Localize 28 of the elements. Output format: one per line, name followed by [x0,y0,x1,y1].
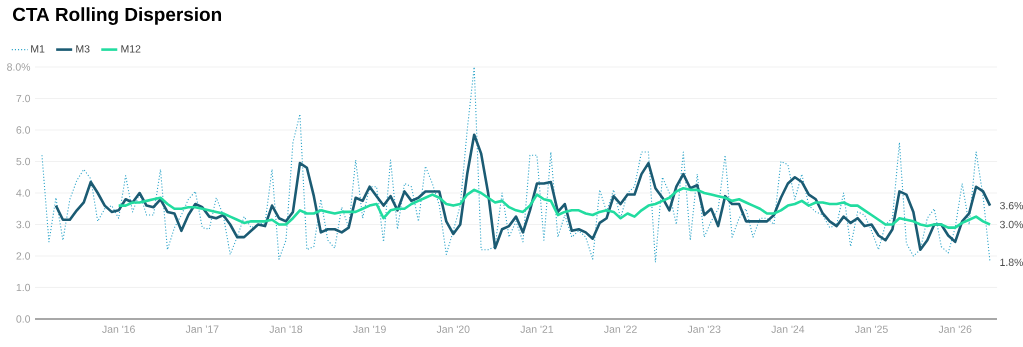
x-tick-label: Jan '24 [771,325,805,333]
y-tick-label: 8.0% [7,63,31,71]
x-tick-label: Jan '26 [938,325,972,333]
chart-title: CTA Rolling Dispersion [12,7,222,25]
legend-label: M1 [31,45,45,53]
x-tick-label: Jan '16 [102,325,135,333]
x-tick-label: Jan '21 [520,325,554,333]
annotation: 3.0% [999,220,1023,229]
y-tick-label: 0.0 [16,315,31,323]
y-tick-label: 1.0 [16,283,31,292]
annotation: 1.8% [1000,258,1023,267]
y-tick-label: 4.0 [16,189,31,197]
x-tick-label: Jan '19 [353,325,386,333]
x-tick-label: Jan '20 [436,325,470,333]
x-tick-label: Jan '17 [185,325,219,333]
y-tick-label: 3.0 [16,220,31,229]
x-tick-label: Jan '22 [604,325,637,333]
x-tick-label: Jan '23 [687,325,721,333]
y-tick-label: 7.0 [16,94,31,103]
x-tick-label: Jan '18 [269,325,303,333]
legend-label: M3 [76,45,90,53]
y-tick-label: 2.0 [16,252,31,260]
x-tick-label: Jan '25 [854,325,888,333]
y-tick-label: 6.0 [16,126,31,134]
y-tick-label: 5.0 [16,157,31,166]
annotation: 3.6% [999,201,1023,210]
legend-label: M12 [121,45,141,53]
line-series [41,66,991,263]
